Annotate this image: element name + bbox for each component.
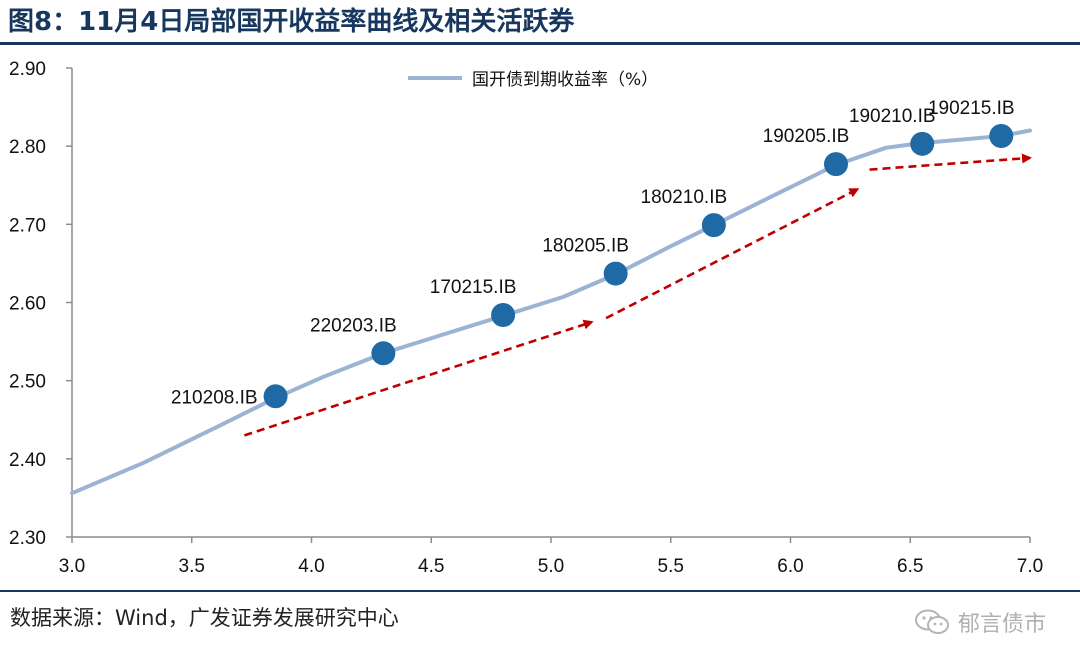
y-tick-label: 2.40 <box>9 450 46 471</box>
x-tick-label: 3.0 <box>59 556 85 577</box>
bond-point-marker <box>989 124 1014 149</box>
x-tick-label: 4.5 <box>418 556 444 577</box>
title-divider <box>0 42 1080 45</box>
bond-point-label: 210208.IB <box>171 387 258 408</box>
bond-point-label: 190215.IB <box>928 98 1015 119</box>
bond-point-marker <box>603 261 628 286</box>
y-tick-label: 2.80 <box>9 137 46 158</box>
bond-point-marker <box>824 152 849 177</box>
watermark: 郁言债市 <box>914 606 1046 638</box>
x-tick-label: 6.5 <box>897 556 923 577</box>
series-layer <box>70 128 1032 496</box>
footer-divider <box>0 590 1080 592</box>
x-tick-label: 5.0 <box>538 556 564 577</box>
bond-point-label: 190205.IB <box>763 126 850 147</box>
y-tick-label: 2.60 <box>9 294 46 315</box>
y-tick-label: 2.70 <box>9 215 46 236</box>
yield-curve-line <box>70 128 1032 496</box>
bond-point-marker <box>263 384 288 409</box>
y-tick-label: 2.30 <box>9 528 46 549</box>
x-tick-label: 6.0 <box>777 556 803 577</box>
trend-arrow <box>244 319 594 437</box>
bond-point-marker <box>910 131 935 156</box>
figure-title: 图8：11月4日局部国开收益率曲线及相关活跃券 <box>8 7 575 37</box>
y-tick-label: 2.90 <box>9 59 46 80</box>
bond-point-marker <box>371 341 396 366</box>
data-source: 数据来源：Wind，广发证券发展研究中心 <box>10 606 399 630</box>
x-tick-label: 7.0 <box>1017 556 1043 577</box>
axis-ticks: 3.0 3.5 4.0 4.5 5.0 5.5 6.0 6.5 7.0 2.30 2.40 2.50 2… <box>9 59 1043 577</box>
bond-point-label: 180205.IB <box>542 236 629 257</box>
bond-point-label: 180210.IB <box>641 187 728 208</box>
bond-point-marker <box>701 213 726 238</box>
legend-label: 国开债到期收益率（%） <box>472 70 658 90</box>
trend-arrow <box>869 153 1032 171</box>
watermark-text: 郁言债市 <box>957 612 1046 637</box>
wechat-icon <box>914 609 949 634</box>
x-tick-label: 3.5 <box>179 556 205 577</box>
x-tick-label: 4.0 <box>298 556 324 577</box>
bond-point-label: 220203.IB <box>310 315 397 336</box>
bond-point-label: 190210.IB <box>849 106 936 127</box>
y-tick-label: 2.50 <box>9 372 46 393</box>
yield-curve-chart: 3.0 3.5 4.0 4.5 5.0 5.5 6.0 6.5 7.0 2.30 2.40 2.50 2… <box>9 59 1043 577</box>
bond-point-marker <box>491 303 516 328</box>
trend-arrows <box>244 153 1032 437</box>
bond-points: 210208.IB 220203.IB 170215.IB 180205.IB 1802… <box>171 98 1015 409</box>
bond-point-label: 170215.IB <box>430 277 517 298</box>
chart-legend: 国开债到期收益率（%） <box>408 70 658 90</box>
trend-arrow <box>605 188 860 320</box>
x-tick-label: 5.5 <box>658 556 684 577</box>
